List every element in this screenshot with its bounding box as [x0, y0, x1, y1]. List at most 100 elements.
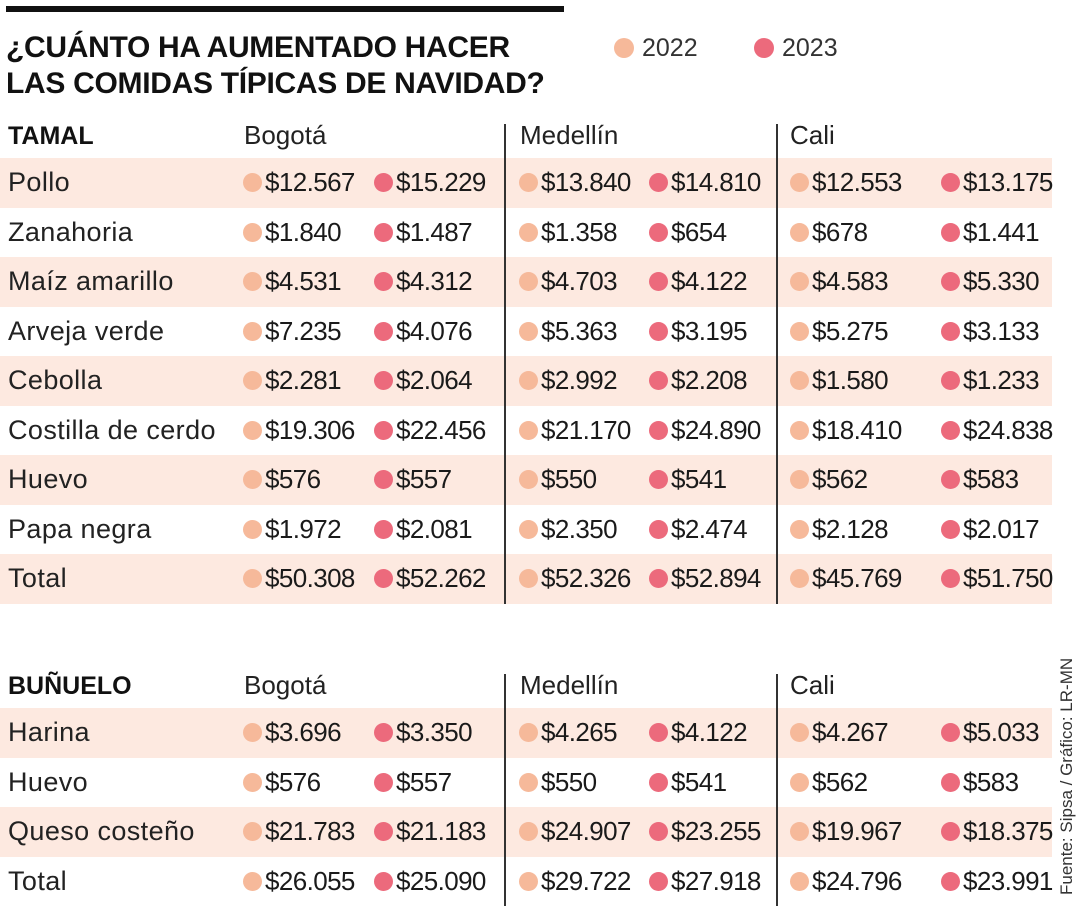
price-cali-2023: $13.175: [941, 158, 1053, 208]
table-row: Huevo$576$557$550$541$562$583: [0, 455, 1052, 505]
year-2023-dot-icon: [941, 872, 960, 891]
price-value: $24.907: [541, 807, 631, 857]
price-bogota-2022: $3.696: [243, 708, 341, 758]
price-value: $541: [671, 455, 726, 505]
tamal-city-medellin: Medellín: [520, 120, 618, 151]
price-value: $2.281: [265, 356, 341, 406]
price-value: $4.583: [812, 257, 888, 307]
price-value: $550: [541, 455, 596, 505]
year-2022-dot-icon: [790, 371, 809, 390]
price-value: $550: [541, 758, 596, 808]
year-2022-dot-icon: [790, 773, 809, 792]
price-bogota-2023: $15.229: [374, 158, 486, 208]
price-value: $19.967: [812, 807, 902, 857]
price-value: $52.894: [671, 554, 761, 604]
table-row: Papa negra$1.972$2.081$2.350$2.474$2.128…: [0, 505, 1052, 555]
price-bogota-2023: $4.312: [374, 257, 472, 307]
year-2023-dot-icon: [941, 520, 960, 539]
year-2023-dot-icon: [374, 773, 393, 792]
year-2022-dot-icon: [519, 272, 538, 291]
price-value: $23.255: [671, 807, 761, 857]
price-value: $541: [671, 758, 726, 808]
price-value: $5.330: [963, 257, 1039, 307]
price-medellin-2022: $13.840: [519, 158, 631, 208]
price-value: $1.358: [541, 208, 617, 258]
table-row: Pollo$12.567$15.229$13.840$14.810$12.553…: [0, 158, 1052, 208]
year-2022-dot-icon: [519, 773, 538, 792]
price-bogota-2022: $19.306: [243, 406, 355, 456]
price-medellin-2022: $2.350: [519, 505, 617, 555]
price-value: $52.262: [396, 554, 486, 604]
bunuelo-section-title: BUÑUELO: [8, 672, 132, 701]
price-bogota-2022: $576: [243, 455, 320, 505]
year-2022-dot-icon: [790, 872, 809, 891]
price-value: $2.064: [396, 356, 472, 406]
year-2023-dot-icon: [374, 822, 393, 841]
price-medellin-2023: $541: [649, 758, 726, 808]
price-cali-2022: $562: [790, 455, 867, 505]
row-label-huevo: Huevo: [8, 758, 88, 808]
price-bogota-2023: $21.183: [374, 807, 486, 857]
price-cali-2022: $4.583: [790, 257, 888, 307]
bunuelo-city-cali: Cali: [790, 670, 835, 701]
price-value: $21.183: [396, 807, 486, 857]
price-medellin-2023: $2.208: [649, 356, 747, 406]
year-2023-dot-icon: [649, 173, 668, 192]
price-bogota-2023: $25.090: [374, 857, 486, 906]
price-bogota-2023: $557: [374, 758, 451, 808]
year-2022-dot-icon: [519, 520, 538, 539]
year-2022-dot-icon: [243, 773, 262, 792]
price-value: $557: [396, 455, 451, 505]
price-value: $19.306: [265, 406, 355, 456]
price-cali-2022: $18.410: [790, 406, 902, 456]
year-2022-dot-icon: [519, 569, 538, 588]
price-value: $2.350: [541, 505, 617, 555]
year-2023-dot-icon: [649, 773, 668, 792]
year-2022-dot-icon: [243, 723, 262, 742]
year-2022-dot-icon: [790, 520, 809, 539]
price-value: $14.810: [671, 158, 761, 208]
price-value: $3.133: [963, 307, 1039, 357]
year-2022-dot-icon: [790, 173, 809, 192]
price-value: $3.350: [396, 708, 472, 758]
year-2023-dot-icon: [649, 322, 668, 341]
source-note: Fuente: Sipsa / Gráfico: LR-MN: [1056, 640, 1078, 895]
year-2023-dot-icon: [941, 371, 960, 390]
year-2022-dot-icon: [243, 470, 262, 489]
year-2022-dot-icon: [790, 272, 809, 291]
price-bogota-2023: $52.262: [374, 554, 486, 604]
page-title: ¿CUÁNTO HA AUMENTADO HACER LAS COMIDAS T…: [6, 30, 606, 102]
year-2023-dot-icon: [374, 569, 393, 588]
price-cali-2023: $2.017: [941, 505, 1039, 555]
price-value: $557: [396, 758, 451, 808]
price-value: $18.410: [812, 406, 902, 456]
year-2023-dot-icon: [374, 272, 393, 291]
year-2023-dot-icon: [941, 223, 960, 242]
table-row: Cebolla$2.281$2.064$2.992$2.208$1.580$1.…: [0, 356, 1052, 406]
price-value: $2.017: [963, 505, 1039, 555]
price-value: $50.308: [265, 554, 355, 604]
price-medellin-2022: $29.722: [519, 857, 631, 906]
price-medellin-2022: $1.358: [519, 208, 617, 258]
price-cali-2023: $51.750: [941, 554, 1053, 604]
year-2023-dot-icon: [649, 223, 668, 242]
legend-dot-2022: [614, 38, 634, 58]
price-value: $5.033: [963, 708, 1039, 758]
price-cali-2023: $23.991: [941, 857, 1053, 906]
year-2022-dot-icon: [519, 421, 538, 440]
price-value: $678: [812, 208, 867, 258]
year-2023-dot-icon: [941, 569, 960, 588]
year-2023-dot-icon: [941, 173, 960, 192]
price-value: $562: [812, 758, 867, 808]
year-2023-dot-icon: [649, 822, 668, 841]
price-value: $1.233: [963, 356, 1039, 406]
legend-item-2022: 2022: [614, 30, 698, 66]
year-2022-dot-icon: [790, 822, 809, 841]
legend-dot-2023: [754, 38, 774, 58]
price-value: $4.122: [671, 257, 747, 307]
price-value: $1.487: [396, 208, 472, 258]
year-2022-dot-icon: [243, 421, 262, 440]
price-value: $13.175: [963, 158, 1053, 208]
year-2022-dot-icon: [519, 872, 538, 891]
